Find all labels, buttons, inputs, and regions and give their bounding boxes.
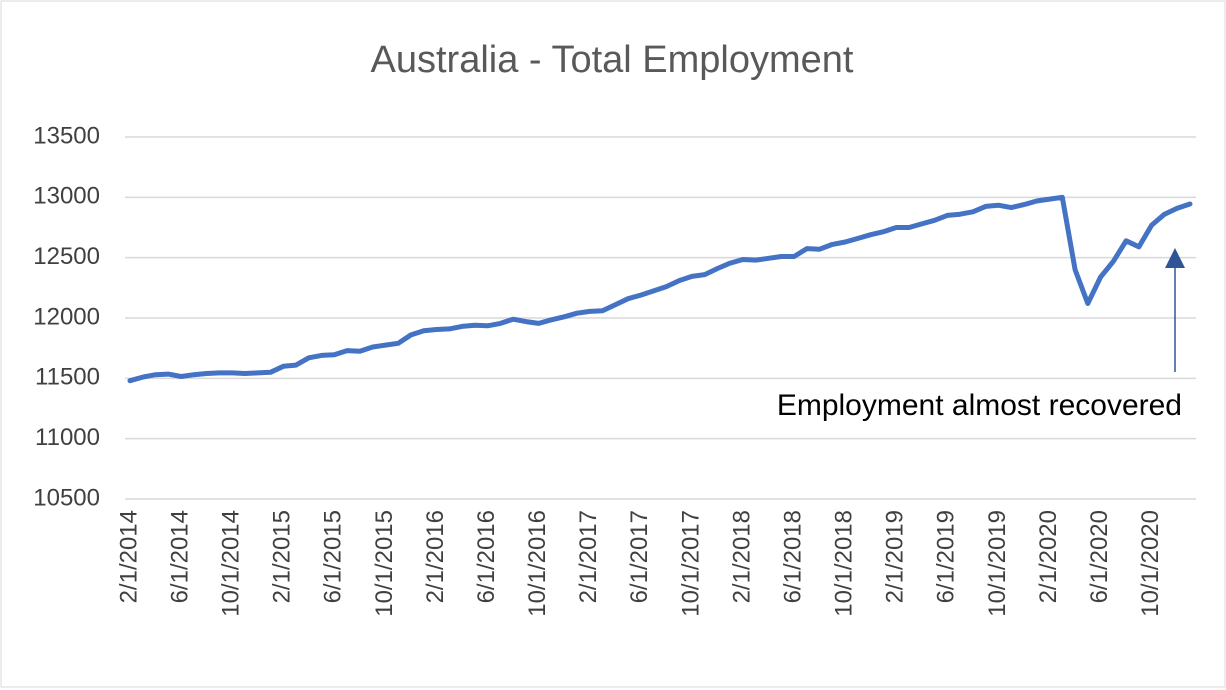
chart-title: Australia - Total Employment	[371, 39, 854, 81]
annotation: Employment almost recovered	[777, 389, 1182, 422]
x-tick-label: 6/1/2015	[320, 510, 347, 603]
y-tick-label: 13500	[33, 122, 100, 149]
x-tick-label: 2/1/2016	[422, 510, 449, 603]
y-tick-label: 11500	[35, 364, 100, 391]
x-tick-label: 2/1/2015	[269, 510, 296, 603]
x-tick-label: 10/1/2017	[677, 510, 704, 617]
x-tick-label: 6/1/2016	[473, 510, 500, 603]
y-tick-label: 12500	[33, 243, 100, 270]
y-tick-label: 11000	[35, 424, 100, 451]
x-tick-label: 2/1/2020	[1035, 510, 1062, 603]
data-line	[127, 194, 1193, 384]
x-tick-label: 10/1/2016	[524, 510, 551, 617]
x-tick-label: 2/1/2018	[728, 510, 755, 603]
x-tick-label: 6/1/2014	[166, 510, 193, 603]
grid: 10500 11000 11500 12000 12500 13000 13500 2/1/2…	[33, 122, 1196, 617]
x-tick-label: 6/1/2019	[933, 510, 960, 603]
x-tick-label: 10/1/2015	[371, 510, 398, 617]
x-tick-label: 10/1/2018	[831, 510, 858, 617]
plot	[127, 194, 1193, 384]
x-tick-label: 10/1/2019	[984, 510, 1011, 617]
x-tick-label: 2/1/2019	[882, 510, 909, 603]
y-tick-label: 13000	[33, 183, 100, 210]
x-tick-label: 6/1/2018	[779, 510, 806, 603]
x-tick-label: 2/1/2014	[115, 510, 142, 603]
y-tick-label: 10500	[33, 484, 100, 511]
x-tick-label: 10/1/2020	[1137, 510, 1164, 617]
y-tick-label: 12000	[33, 303, 100, 330]
x-tick-label: 2/1/2017	[575, 510, 602, 603]
annotation-arrowhead	[1165, 248, 1185, 268]
x-tick-label: 6/1/2020	[1086, 510, 1113, 603]
x-tick-label: 10/1/2014	[218, 510, 245, 617]
x-tick-label: 6/1/2017	[626, 510, 653, 603]
